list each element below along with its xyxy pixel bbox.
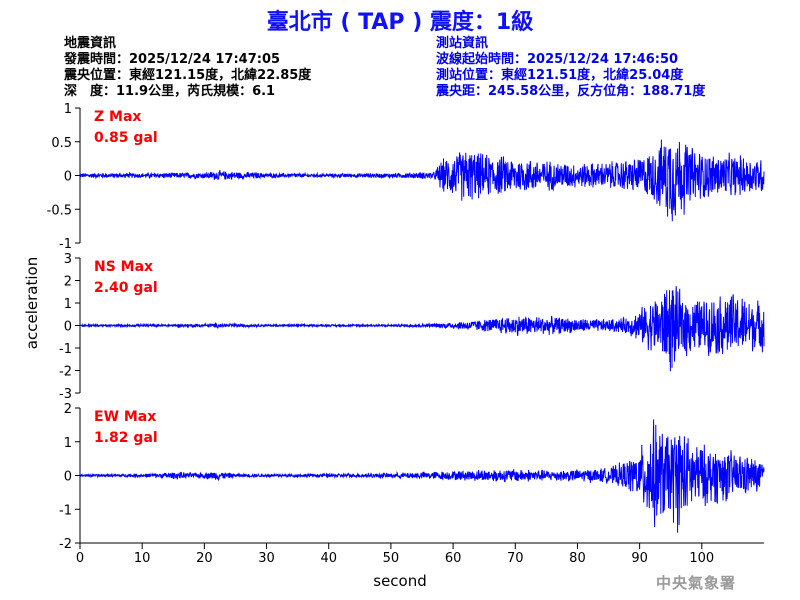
x-axis-label: second xyxy=(373,572,427,590)
y-tick-label-NS: 1 xyxy=(64,297,72,312)
quake-info-block: 地震資訊 發震時間：2025/12/24 17:47:05 震央位置：東經121… xyxy=(64,36,311,100)
quake-info-heading: 地震資訊 xyxy=(64,36,117,51)
x-tick-label: 80 xyxy=(569,551,586,566)
y-tick-label-Z: -0.5 xyxy=(47,203,72,218)
max-label-NS: NS Max xyxy=(94,259,153,275)
max-label-Z: Z Max xyxy=(94,109,141,125)
y-tick-label-Z: 1 xyxy=(64,102,72,117)
y-tick-label-EW: 0 xyxy=(64,470,72,485)
x-tick-label: 90 xyxy=(631,551,648,566)
y-axis-label: acceleration xyxy=(23,257,41,349)
y-tick-label-EW: -2 xyxy=(59,537,72,552)
epicenter-location: 震央位置：東經121.15度，北緯22.85度 xyxy=(64,68,312,83)
max-value-Z: 0.85 gal xyxy=(94,130,158,146)
max-label-EW: EW Max xyxy=(94,409,156,425)
x-tick-label: 100 xyxy=(689,551,714,566)
waveform-EW xyxy=(79,419,765,533)
x-tick-label: 70 xyxy=(507,551,524,566)
depth-magnitude: 深 度：11.9公里，芮氏規模：6.1 xyxy=(64,84,276,99)
x-tick-label: 60 xyxy=(445,551,462,566)
y-tick-label-Z: -1 xyxy=(59,237,72,252)
y-tick-label-NS: -1 xyxy=(59,342,72,357)
x-tick-label: 30 xyxy=(258,551,275,566)
station-info-heading: 測站資訊 xyxy=(436,36,489,51)
distance-azimuth: 震央距：245.58公里，反方位角：188.71度 xyxy=(436,84,706,99)
y-tick-label-NS: -2 xyxy=(59,365,72,380)
y-tick-label-Z: 0.5 xyxy=(51,136,72,151)
waveform-Z xyxy=(79,139,765,222)
y-tick-label-EW: 1 xyxy=(64,436,72,451)
station-info-block: 測站資訊 波線起始時間：2025/12/24 17:46:50 測站位置：東經1… xyxy=(436,36,705,100)
waveform-NS xyxy=(79,286,765,372)
origin-time: 發震時間：2025/12/24 17:47:05 xyxy=(64,52,281,67)
agency-name: 中央氣象署 xyxy=(656,574,737,592)
x-tick-label: 20 xyxy=(196,551,213,566)
wave-start-time: 波線起始時間：2025/12/24 17:46:50 xyxy=(436,52,679,67)
x-tick-label: 0 xyxy=(76,551,84,566)
x-tick-label: 10 xyxy=(134,551,151,566)
y-tick-label-EW: -1 xyxy=(59,503,72,518)
y-tick-label-NS: 0 xyxy=(64,320,72,335)
y-tick-label-EW: 2 xyxy=(64,402,72,417)
max-value-EW: 1.82 gal xyxy=(94,430,158,446)
y-tick-label-NS: -3 xyxy=(59,387,72,402)
x-tick-label: 40 xyxy=(320,551,337,566)
y-tick-label-NS: 3 xyxy=(64,252,72,267)
chart-title: 臺北市 ( TAP ) 震度：1級 xyxy=(266,10,534,35)
station-location: 測站位置：東經121.51度，北緯25.04度 xyxy=(436,68,684,83)
max-value-NS: 2.40 gal xyxy=(94,280,158,296)
x-tick-label: 50 xyxy=(383,551,400,566)
y-tick-label-Z: 0 xyxy=(64,170,72,185)
y-tick-label-NS: 2 xyxy=(64,275,72,290)
